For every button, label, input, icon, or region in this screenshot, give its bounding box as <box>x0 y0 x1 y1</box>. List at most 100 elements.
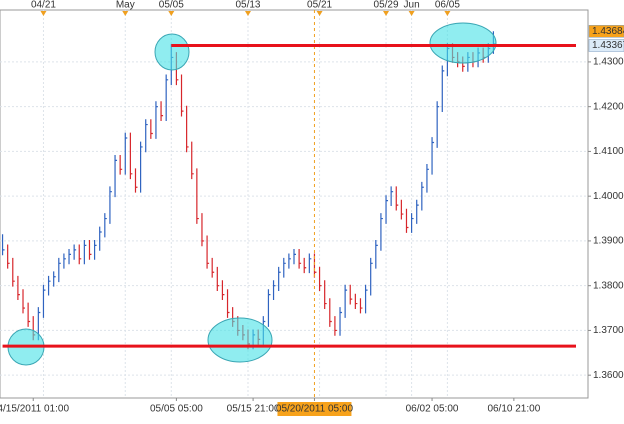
price-bar <box>27 302 31 327</box>
price-bar <box>431 137 435 175</box>
y-tick-label: 1.3600 <box>593 370 624 381</box>
y-tick-label: 1.3700 <box>593 325 624 336</box>
price-bar <box>88 240 92 260</box>
price-bar <box>211 257 215 278</box>
y-tick-label: 1.3900 <box>593 236 624 247</box>
price-bar <box>42 284 46 318</box>
price-bar <box>390 186 394 207</box>
price-bar <box>329 298 332 327</box>
y-tick-label: 1.4200 <box>593 101 624 112</box>
price-bar <box>155 101 158 139</box>
price-bar <box>318 266 322 292</box>
x-tick-label: 06/02 05:00 <box>406 404 459 415</box>
price-bar <box>436 101 440 148</box>
price-bar <box>119 154 123 175</box>
price-bar <box>22 289 26 314</box>
price-bar <box>308 253 312 274</box>
price-tag-label: 1.43367 <box>592 40 624 51</box>
price-bar <box>160 101 164 121</box>
price-bar <box>283 257 286 278</box>
x-top-tick-label: Jun <box>404 0 420 11</box>
y-tick-label: 1.4000 <box>593 191 624 202</box>
x-tick-label: 05/20/2011 05:00 <box>276 404 354 415</box>
event-marker <box>244 11 251 16</box>
highlight-ellipse <box>207 317 273 363</box>
price-bar <box>344 284 348 318</box>
price-bar <box>426 163 429 193</box>
price-bar <box>73 244 77 260</box>
price-bar <box>145 119 148 153</box>
event-marker <box>444 11 451 16</box>
event-marker <box>316 11 323 16</box>
highlight-ellipse <box>154 33 190 71</box>
price-bar <box>109 186 112 224</box>
y-tick-label: 1.4100 <box>593 146 624 157</box>
x-tick-label: 4/15/2011 01:00 <box>0 404 69 415</box>
price-bar <box>47 275 51 296</box>
event-marker <box>40 11 47 16</box>
price-bar <box>324 280 327 309</box>
price-bar <box>288 253 291 269</box>
price-bar <box>104 213 107 238</box>
price-bar <box>339 307 343 336</box>
bars <box>1 31 496 350</box>
price-bar <box>441 65 445 113</box>
price-bar <box>334 316 337 336</box>
price-bar <box>303 257 307 274</box>
price-tag-label: 1.43684 <box>592 26 624 37</box>
price-bar <box>191 141 194 180</box>
event-marker <box>408 11 415 16</box>
price-bar <box>272 280 276 300</box>
x-top-tick-label: 04/21 <box>31 0 56 11</box>
plot-frame <box>0 9 589 399</box>
price-bar <box>165 74 169 121</box>
x-top-tick-label: 06/05 <box>435 0 460 11</box>
price-bar <box>400 199 404 220</box>
price-bar <box>180 74 184 117</box>
price-bar <box>411 213 414 233</box>
price-bar <box>293 248 296 265</box>
price-bar <box>124 132 128 175</box>
x-top-tick-label: 05/13 <box>235 0 260 11</box>
price-bar <box>216 266 220 292</box>
x-top-tick-label: 05/21 <box>307 0 332 11</box>
price-bar <box>298 248 302 269</box>
x-tick-label: 05/15 21:00 <box>227 404 280 415</box>
price-bar <box>114 154 118 198</box>
price-bar <box>370 257 373 296</box>
price-tag <box>588 39 624 52</box>
price-bar <box>186 105 189 153</box>
price-bar <box>63 253 66 269</box>
x-tick-label: 05/05 05:00 <box>150 404 203 415</box>
price-bar <box>278 266 281 292</box>
price-bar <box>221 280 225 300</box>
y-tick-label: 1.3800 <box>593 280 624 291</box>
price-bar <box>83 240 87 265</box>
price-bar <box>349 284 353 305</box>
price-bar <box>206 235 210 269</box>
price-bar <box>196 168 199 224</box>
price-bar <box>99 226 102 251</box>
price-tag <box>588 25 624 38</box>
price-bar <box>1 234 5 256</box>
price-bar <box>150 119 153 139</box>
x-tick-label: 06/10 21:00 <box>487 404 540 415</box>
y-tick-label: 1.4300 <box>593 57 624 68</box>
price-bar <box>12 257 15 287</box>
price-bar <box>405 208 409 233</box>
price-bar <box>267 289 271 327</box>
price-bar <box>58 257 61 283</box>
price-bar <box>395 186 399 211</box>
price-bar <box>68 248 72 265</box>
price-bar <box>354 293 358 309</box>
price-bar <box>17 275 20 300</box>
price-bar <box>78 244 82 265</box>
price-bar <box>375 240 378 269</box>
x-top-tick-label: 05/29 <box>374 0 399 11</box>
crosshair-label-bg <box>277 402 352 416</box>
event-marker <box>168 11 175 16</box>
price-bar <box>380 213 383 251</box>
price-bar <box>226 289 230 318</box>
price-bar <box>53 271 56 287</box>
